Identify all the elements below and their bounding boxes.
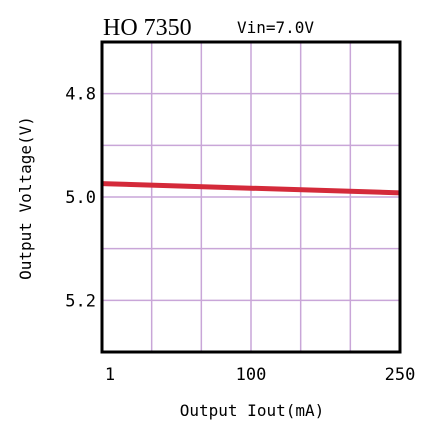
series-layer xyxy=(101,181,401,196)
plot-frame xyxy=(100,40,402,354)
tick-labels: 5.2 5.0 4.8 1 100 250 xyxy=(65,85,415,385)
x-tick-label: 100 xyxy=(236,365,267,385)
x-tick-label: 250 xyxy=(385,365,416,385)
y-axis-label: Output Voltage(V) xyxy=(16,116,35,280)
y-tick-label: 5.2 xyxy=(65,291,96,311)
x-tick-label: 1 xyxy=(105,365,115,385)
series-line xyxy=(101,181,401,196)
x-axis-label: Output Iout(mA) xyxy=(180,401,325,420)
y-tick-label: 5.0 xyxy=(65,188,96,208)
y-tick-label: 4.8 xyxy=(65,85,96,105)
chart-title: HO 7350 xyxy=(103,15,192,41)
grid xyxy=(102,42,400,352)
chart-subtitle: Vin=7.0V xyxy=(237,18,314,37)
